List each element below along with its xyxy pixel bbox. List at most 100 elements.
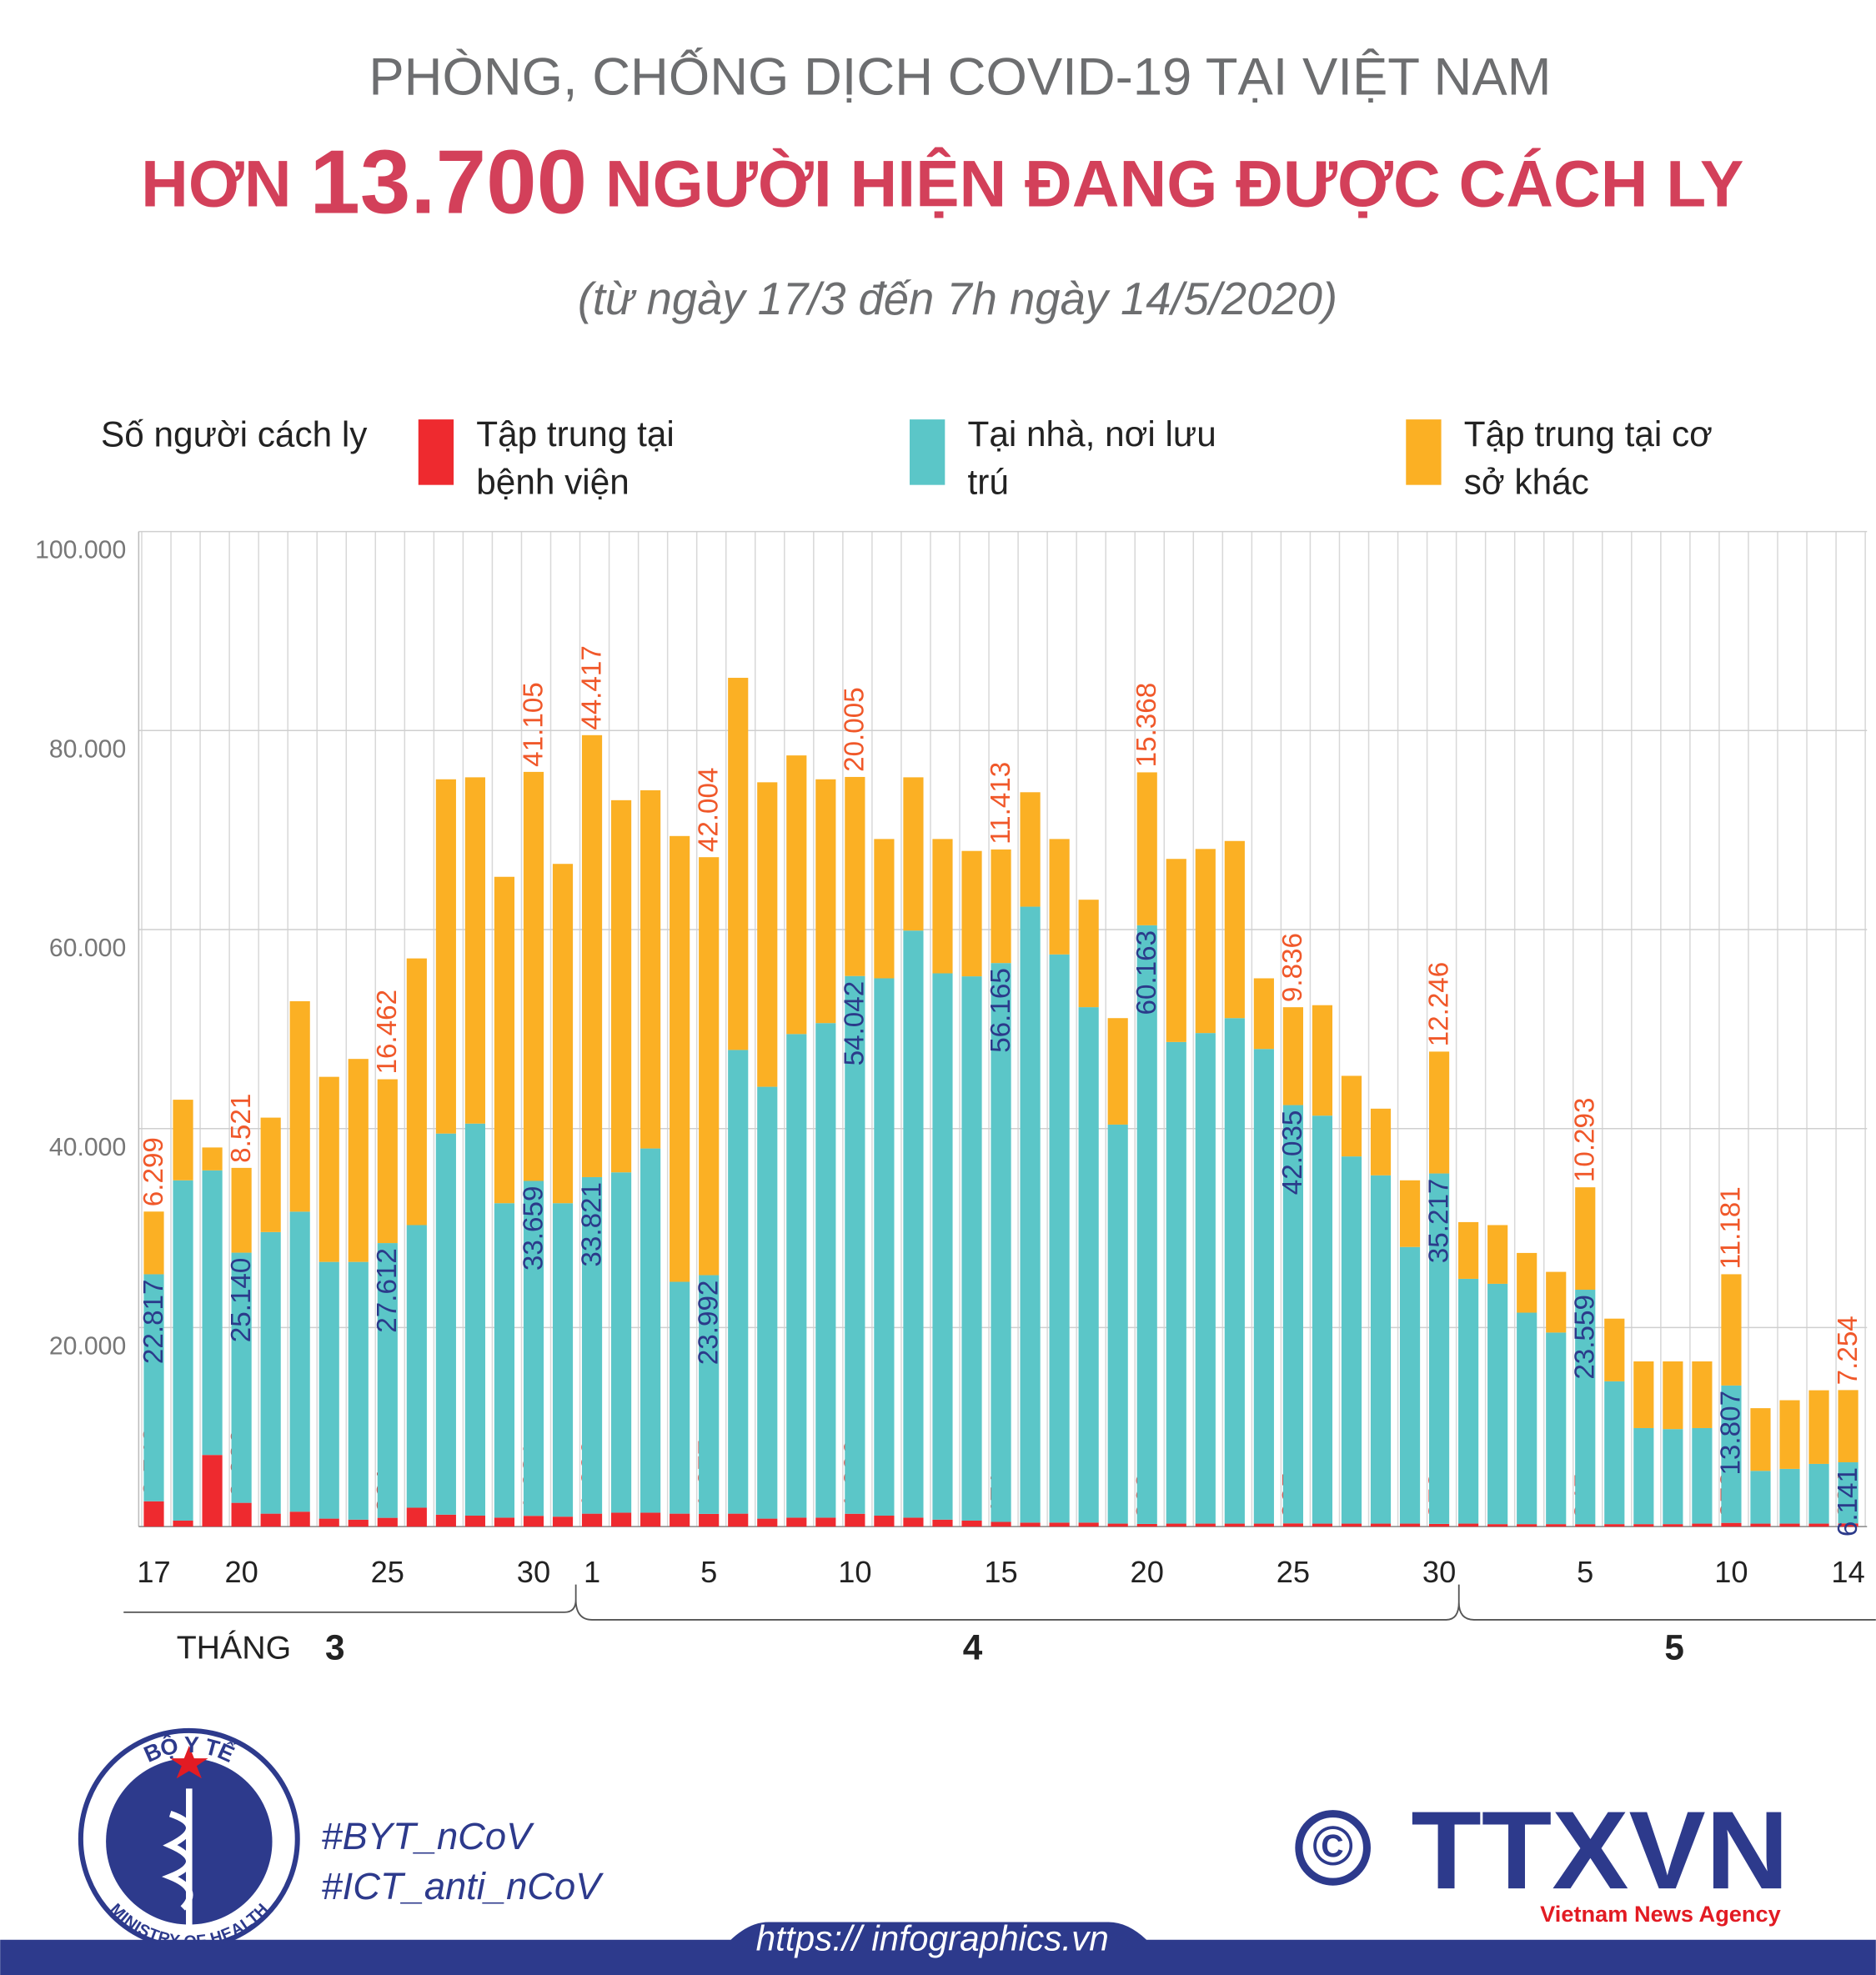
bar-segment (1633, 1427, 1654, 1525)
bar-segment (610, 800, 632, 1173)
agency-logo: TTXVN (1411, 1789, 1788, 1912)
bar-segment (494, 1517, 515, 1527)
agency-name: Vietnam News Agency (1540, 1901, 1781, 1927)
bar-segment (1253, 1049, 1274, 1524)
bar-segment (202, 1455, 223, 1527)
ministry-logo: BỘ Y TẾ MINISTRY OF HEALTH (78, 1727, 300, 1951)
bar-segment (1663, 1524, 1683, 1527)
value-label: 12.246 (1423, 962, 1454, 1047)
bar-segment (1458, 1221, 1479, 1279)
bar-segment (1546, 1332, 1567, 1525)
bar-segment (1399, 1180, 1421, 1247)
bar-segment (523, 771, 544, 1181)
hashtag: #ICT_anti_nCoV (321, 1865, 604, 1907)
x-tick-label: 20 (1131, 1555, 1164, 1589)
x-tick-label: 15 (984, 1555, 1017, 1589)
bar-segment (1253, 978, 1274, 1050)
headline-part: HƠN (141, 147, 309, 220)
bar-segment (640, 789, 661, 1149)
bar-segment (1517, 1252, 1537, 1313)
month-label: 4 (963, 1627, 983, 1667)
bar-segment (874, 1516, 895, 1527)
bar-segment (1633, 1361, 1654, 1428)
bar-segment (728, 1050, 749, 1514)
bar-segment (845, 975, 865, 1514)
bar-segment (1779, 1523, 1800, 1527)
value-label: 41.105 (518, 682, 549, 767)
value-label: 42.004 (693, 768, 724, 853)
copyright-circle (1295, 1810, 1371, 1886)
value-label: 42.035 (1277, 1110, 1308, 1196)
legend-entry: Tập trung tại bệnh viện (476, 414, 675, 501)
bar-segment (932, 839, 953, 974)
footer-band (0, 1922, 1876, 1975)
bar-segment (1663, 1429, 1683, 1525)
x-tick-label: 20 (224, 1555, 258, 1589)
bar-segment (1078, 1522, 1099, 1527)
bar-segment (815, 1023, 836, 1518)
bar-segment (757, 1086, 778, 1519)
bar-segment (523, 1516, 544, 1527)
bar-segment (961, 1520, 982, 1527)
y-tick-label: 100.000 (35, 537, 126, 564)
plot-area: 20.00040.00060.00080.000100.0002.54322.8… (35, 530, 1868, 1589)
value-label: 56.165 (986, 968, 1016, 1053)
bar-segment (874, 978, 895, 1516)
bar-segment (1166, 1041, 1186, 1524)
bar-segment (815, 1517, 836, 1527)
bar-segment (1195, 1523, 1216, 1527)
bar-segment (231, 1252, 252, 1503)
value-label: 6.141 (1833, 1467, 1863, 1536)
value-label: 8.521 (226, 1094, 257, 1163)
bar-segment (1517, 1524, 1537, 1527)
value-label: 11.181 (1716, 1186, 1747, 1269)
bar-segment (1020, 1522, 1041, 1527)
bar-segment (377, 1517, 398, 1527)
bar-segment (1575, 1524, 1596, 1527)
legend: Tập trung tại bệnh viện Tại nhà, nơi lưu … (418, 414, 1713, 502)
bar-segment (903, 777, 924, 931)
x-tick-label: 25 (1277, 1555, 1310, 1589)
x-tick-label: 17 (137, 1555, 170, 1589)
bar-segment (1078, 900, 1099, 1008)
y-tick-label: 80.000 (49, 735, 126, 763)
bar-segment (523, 1180, 544, 1516)
bar-segment (961, 976, 982, 1521)
bar-segment (1312, 1523, 1333, 1527)
bar-segment (289, 1211, 310, 1512)
bar-segment (786, 1034, 807, 1518)
bar-segment (610, 1512, 632, 1527)
x-tick-label: 14 (1831, 1555, 1864, 1589)
bar-segment (1370, 1175, 1392, 1524)
bar-segment (1458, 1523, 1479, 1527)
bar-segment (319, 1261, 339, 1519)
x-tick-label: 10 (838, 1555, 871, 1589)
bar-segment (728, 1513, 749, 1527)
headline: HƠN 13.700 NGƯỜI HIỆN ĐANG ĐƯỢC CÁCH LY (141, 132, 1743, 233)
bar-segment (728, 678, 749, 1050)
bar-segment (1195, 849, 1216, 1034)
month-label: 3 (325, 1627, 345, 1667)
bar-segment (406, 1507, 427, 1527)
hashtag: #BYT_nCoV (321, 1815, 534, 1857)
bar-segment (1282, 1007, 1303, 1105)
value-label: 15.368 (1131, 683, 1162, 768)
bar-segment (1779, 1400, 1800, 1469)
bar-segment (173, 1520, 193, 1527)
bar-segment (435, 779, 456, 1134)
legend-label: Tại nhà, nơi lưu trú (967, 414, 1216, 502)
bar-segment (464, 1516, 485, 1527)
value-label: 23.559 (1570, 1295, 1601, 1380)
bar-segment (1049, 1522, 1070, 1527)
bar-segment (143, 1501, 164, 1527)
bar-segment (1517, 1312, 1537, 1525)
bar-segment (1078, 1007, 1099, 1523)
bar-segment (1487, 1225, 1508, 1284)
bar-segment (903, 930, 924, 1518)
bar-segment (932, 1519, 953, 1527)
bar-segment (961, 850, 982, 977)
bar-segment (757, 782, 778, 1087)
bar-segment (786, 1517, 807, 1527)
value-label: 23.992 (693, 1281, 724, 1366)
